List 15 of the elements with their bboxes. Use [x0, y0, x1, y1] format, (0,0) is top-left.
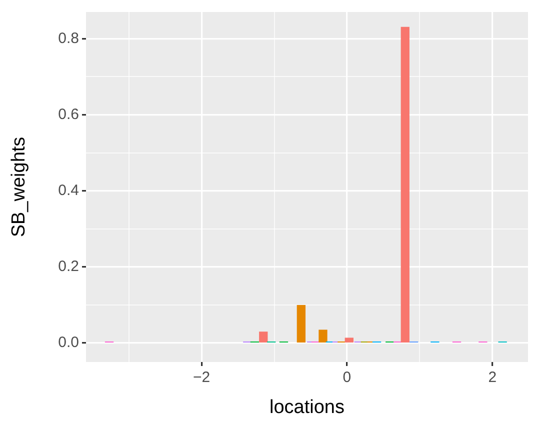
y-tick-label: 0.2 [58, 258, 79, 276]
y-axis-title: SB_weights [8, 136, 30, 238]
y-tick-label: 0.4 [58, 182, 79, 199]
bar [344, 338, 354, 343]
bar [259, 332, 268, 343]
x-axis-title: locations [270, 396, 344, 418]
y-tick-label: 0.8 [58, 30, 79, 47]
bar [318, 330, 328, 343]
y-tick-label: 0.0 [58, 334, 79, 352]
y-tick-label: 0.6 [58, 106, 79, 123]
x-tick-label: −2 [193, 369, 210, 386]
bar [296, 304, 306, 343]
x-tick-label: 2 [488, 369, 497, 386]
x-tick-label: 0 [342, 369, 352, 386]
bar [400, 26, 410, 343]
